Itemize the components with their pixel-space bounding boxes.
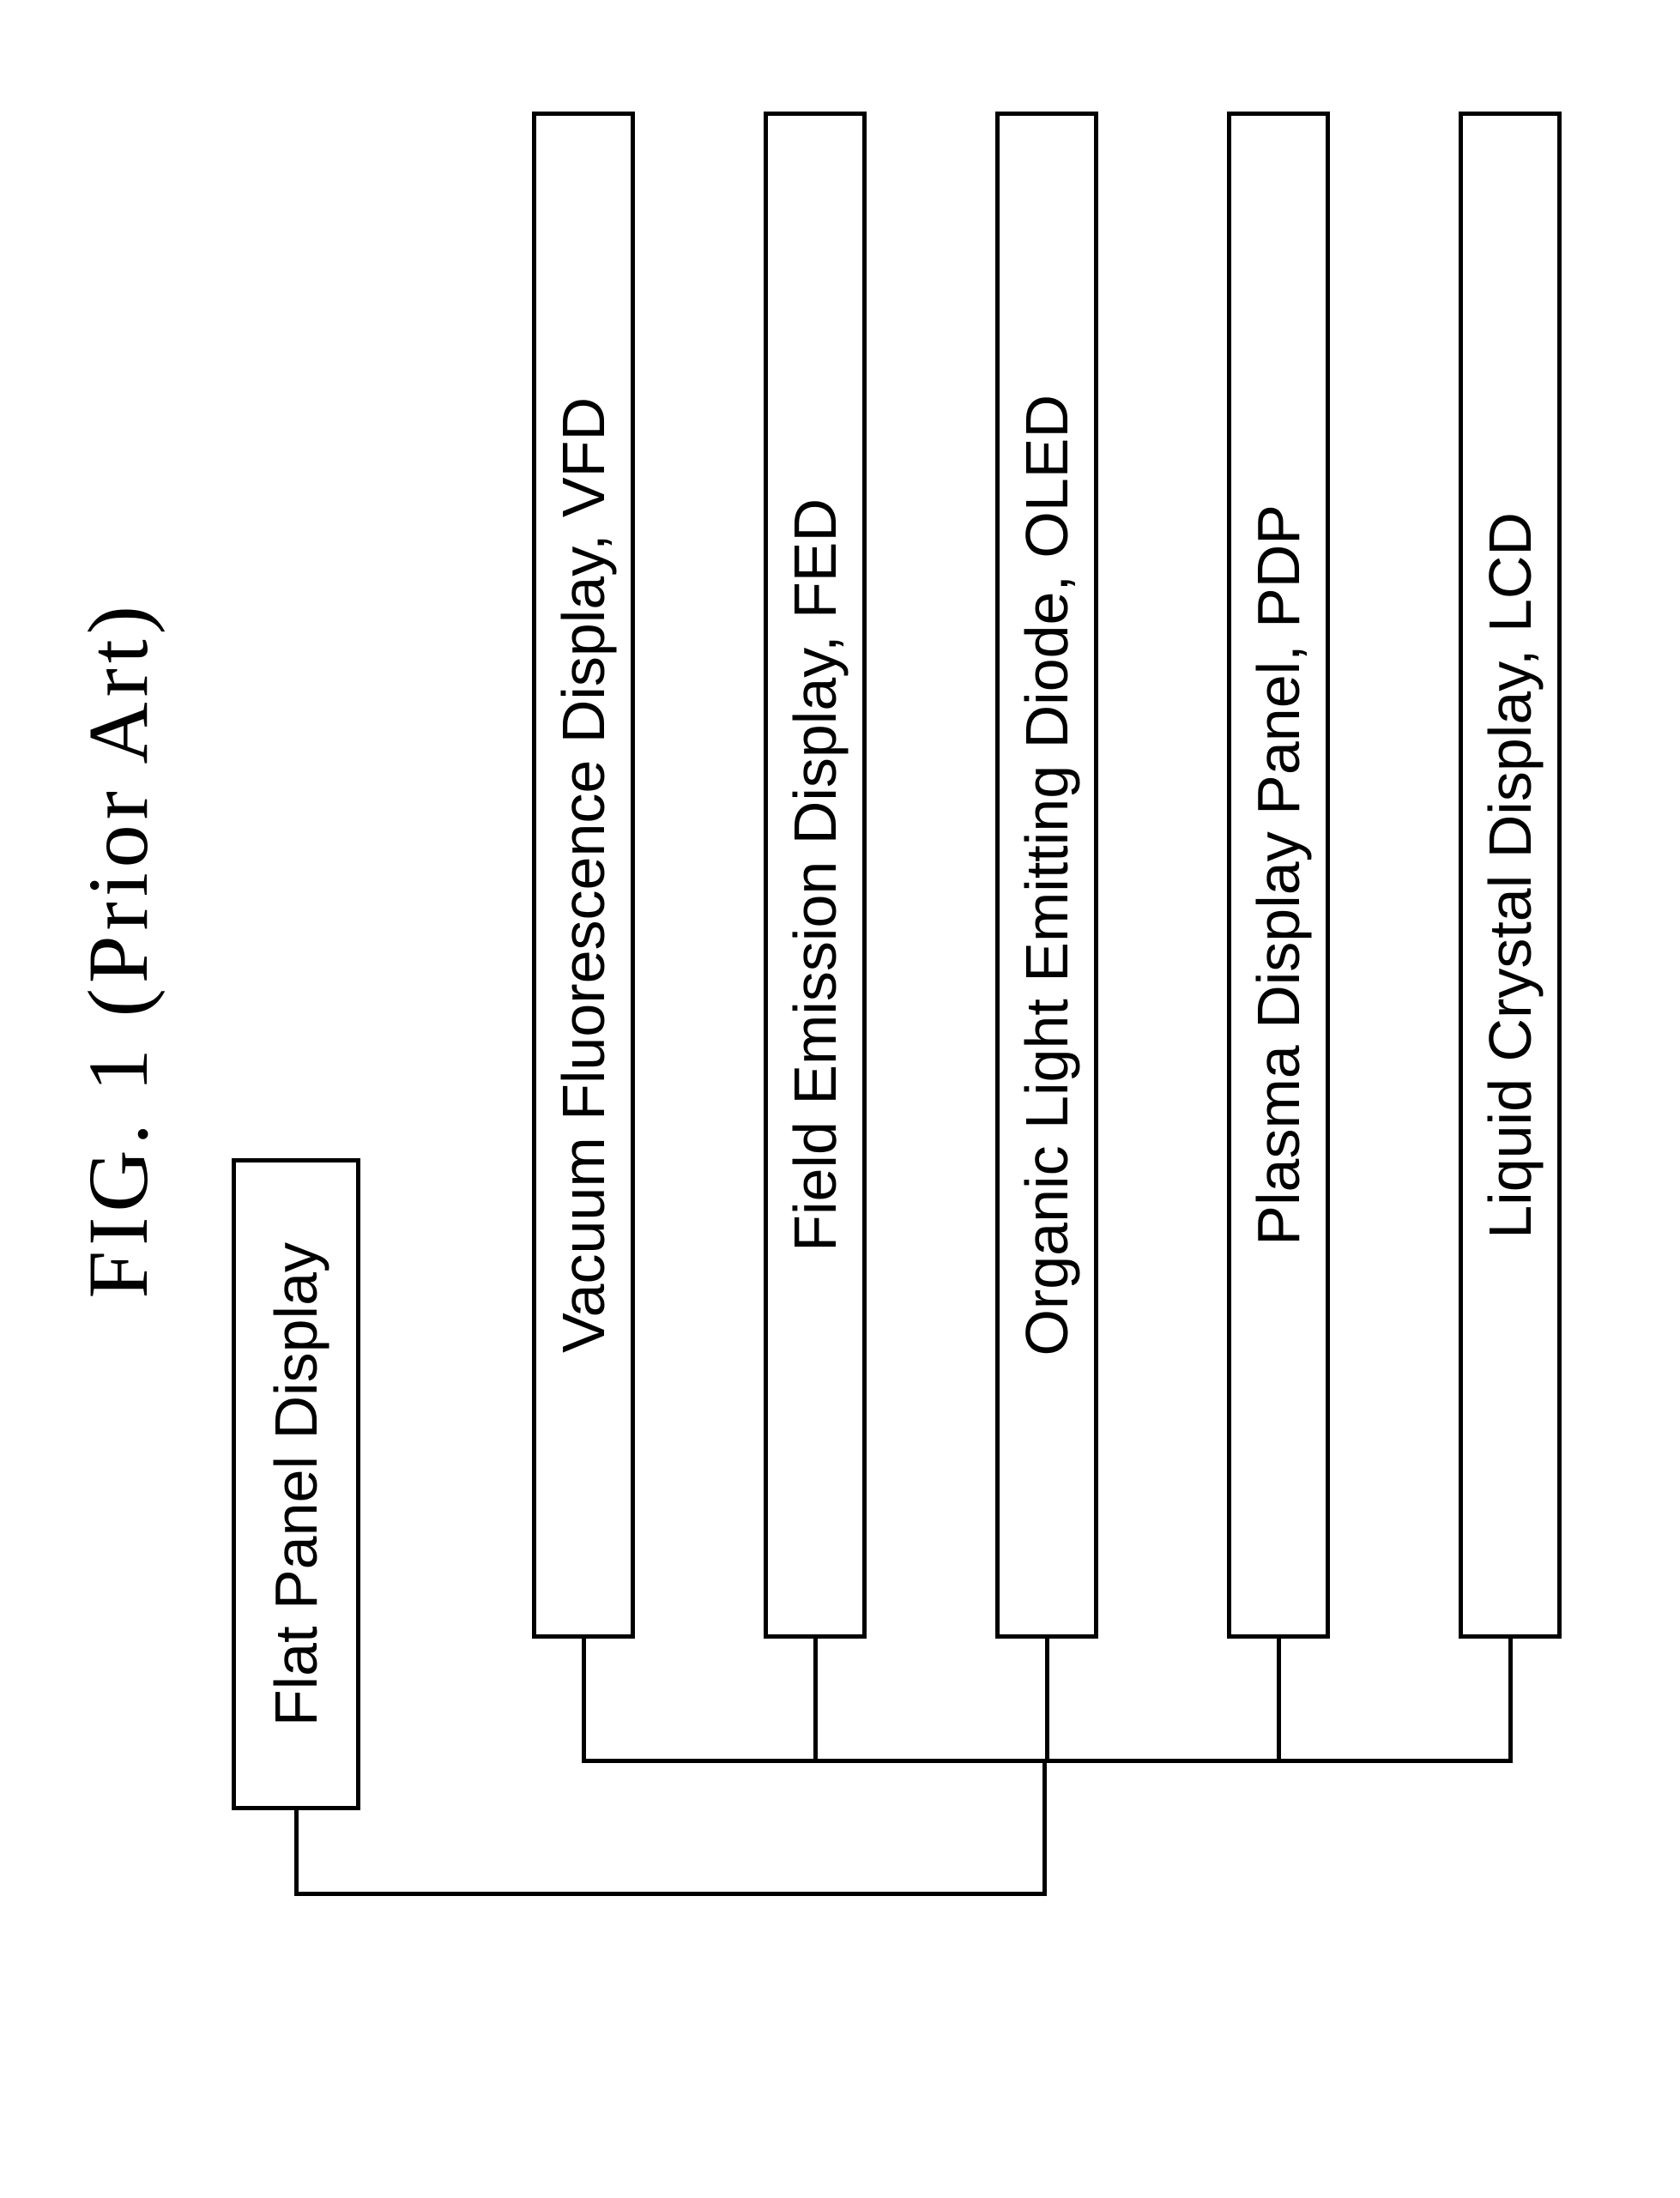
- root-node-label: Flat Panel Display: [262, 1242, 330, 1726]
- connector-trunk: [294, 1892, 1044, 1896]
- child-node-label: Plasma Display Panel, PDP: [1244, 504, 1313, 1246]
- child-node: Field Emission Display, FED: [764, 112, 867, 1639]
- child-node: Vacuum Fluorescence Display, VFD: [532, 112, 635, 1639]
- connector-child-stub: [1277, 1639, 1281, 1763]
- child-node-label: Field Emission Display, FED: [781, 498, 849, 1252]
- diagram-canvas: Flat Panel Display Liquid Crystal Displa…: [0, 0, 1680, 2198]
- figure-caption-text: FIG. 1 (Prior Art): [70, 601, 166, 1299]
- connector-child-stub: [813, 1639, 818, 1763]
- connector-child-stub: [1045, 1639, 1049, 1763]
- child-node: Plasma Display Panel, PDP: [1227, 112, 1330, 1639]
- child-node: Liquid Crystal Display, LCD: [1459, 112, 1562, 1639]
- figure-caption: FIG. 1 (Prior Art): [69, 601, 167, 1299]
- connector-child-stub: [1508, 1639, 1513, 1763]
- child-node-label: Vacuum Fluorescence Display, VFD: [549, 397, 618, 1353]
- child-node-label: Organic Light Emitting Diode, OLED: [1012, 395, 1081, 1356]
- connector-bus-to-trunk: [1042, 1759, 1047, 1896]
- connector-root-stub: [294, 1810, 299, 1896]
- connector-child-stub: [582, 1639, 586, 1763]
- root-node: Flat Panel Display: [232, 1158, 360, 1810]
- child-node: Organic Light Emitting Diode, OLED: [995, 112, 1098, 1639]
- child-node-label: Liquid Crystal Display, LCD: [1476, 512, 1544, 1239]
